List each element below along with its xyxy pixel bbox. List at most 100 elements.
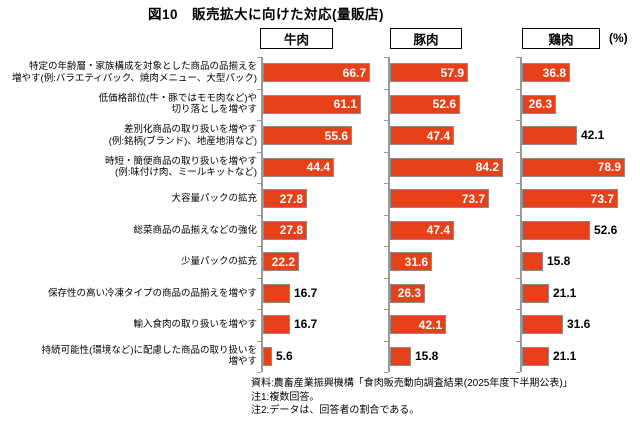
value-pork-row10: 15.8 [415, 348, 439, 363]
axis-tick [384, 309, 388, 310]
axis-tick [384, 152, 388, 153]
axis-tick [516, 57, 520, 58]
value-beef-row2: 61.1 [333, 97, 357, 111]
axis-tick [516, 120, 520, 121]
axis-tick [384, 120, 388, 121]
bar-beef-row6: 27.8 [263, 220, 307, 240]
axis-tick [257, 215, 261, 216]
axis-tick [516, 341, 520, 342]
bar-pork-row10 [390, 346, 411, 366]
value-chicken-row8: 21.1 [553, 285, 577, 300]
category-label-line: 増やす(例:バラエティパック、焼肉メニュー、大型パック) [12, 72, 257, 84]
bar-pork-row1: 57.9 [390, 63, 468, 82]
value-pork-row1: 57.9 [440, 65, 464, 80]
value-chicken-row10: 21.1 [553, 348, 577, 363]
value-chicken-row4: 78.9 [597, 160, 621, 174]
value-beef-row3: 55.6 [324, 128, 348, 143]
category-label-line: 時短・簡便商品の取り扱いを増やす [104, 155, 257, 167]
axis-line-chicken [520, 57, 522, 372]
category-label-line: 低価格部位(牛・豚ではモモ肉など)や [98, 92, 257, 104]
value-chicken-row7: 15.8 [547, 254, 571, 268]
bar-beef-row8 [263, 283, 290, 303]
value-chicken-row1: 36.8 [542, 65, 566, 80]
category-label-1: 特定の年齢層・家族構成を対象とした商品の品揃えを 増やす(例:バラエティパック、焼… [0, 57, 257, 89]
value-beef-row7: 22.2 [271, 254, 295, 269]
value-pork-row3: 47.4 [426, 128, 450, 143]
category-label-line: 大容量パックの拡充 [171, 193, 257, 204]
value-beef-row4: 44.4 [306, 160, 330, 174]
category-label-line: 差別化商品の取り扱いを増やす [123, 124, 257, 136]
bar-pork-row3: 47.4 [390, 126, 454, 145]
category-label-3: 差別化商品の取り扱いを増やす (例:銘柄(ブランド)、地産地消など) [0, 120, 257, 152]
value-pork-row4: 84.2 [475, 160, 499, 174]
bar-pork-row2: 52.6 [390, 94, 460, 114]
value-pork-row2: 52.6 [432, 97, 456, 111]
value-pork-row5: 73.7 [461, 191, 485, 206]
axis-tick [257, 372, 261, 373]
axis-tick [257, 183, 261, 184]
category-label-line: 切り落としを増やす [171, 104, 257, 116]
value-chicken-row6: 52.6 [594, 222, 618, 237]
category-label-7: 少量パックの拡充 [0, 246, 257, 278]
bar-pork-row9: 42.1 [390, 315, 446, 334]
value-pork-row8: 26.3 [397, 286, 421, 300]
bar-chicken-row7 [522, 252, 543, 271]
axis-tick [257, 120, 261, 121]
bar-chicken-row1: 36.8 [522, 63, 570, 82]
category-label-line: (例:銘柄(ブランド)、地産地消など) [108, 135, 257, 147]
axis-tick [384, 372, 388, 373]
value-beef-row10: 5.6 [276, 348, 293, 363]
bar-beef-row7: 22.2 [263, 252, 299, 271]
bar-chicken-row10 [522, 346, 549, 366]
bar-pork-row5: 73.7 [390, 189, 489, 208]
category-label-4: 時短・簡便商品の取り扱いを増やす (例:味付け肉、ミールキットなど) [0, 152, 257, 184]
category-label-8: 保存性の高い冷凍タイプの商品の品揃えを増やす [0, 278, 257, 310]
axis-tick [384, 183, 388, 184]
bar-beef-row2: 61.1 [263, 94, 361, 114]
axis-tick [257, 278, 261, 279]
bar-beef-row9 [263, 315, 290, 334]
axis-line-pork [388, 57, 390, 372]
axis-tick [384, 89, 388, 90]
category-label-line: 少量パックの拡充 [180, 256, 257, 267]
bar-beef-row1: 66.7 [263, 63, 370, 82]
axis-tick [257, 246, 261, 247]
bar-beef-row4: 44.4 [263, 157, 334, 177]
category-label-line: 特定の年齢層・家族構成を対象とした商品の品揃えを [28, 61, 257, 73]
note-1: 注1:複数回答。 [251, 391, 320, 403]
series-header-pork: 豚肉 [390, 28, 462, 49]
bar-chicken-row2: 26.3 [522, 94, 556, 114]
series-header-chicken: 鶏肉 [522, 28, 600, 49]
value-pork-row6: 47.4 [426, 223, 450, 237]
bar-pork-row4: 84.2 [390, 157, 503, 177]
bar-chicken-row5: 73.7 [522, 189, 618, 208]
value-pork-row7: 31.6 [404, 254, 428, 269]
category-label-line: 持続可能性(環境など)に配慮した商品の取り扱いを [41, 344, 257, 356]
bar-chicken-row8 [522, 283, 549, 303]
bar-chicken-row4: 78.9 [522, 157, 625, 177]
bar-beef-row5: 27.8 [263, 189, 307, 208]
axis-tick [384, 57, 388, 58]
axis-tick [384, 246, 388, 247]
category-label-6: 総菜商品の品揃えなどの強化 [0, 215, 257, 247]
axis-tick [516, 309, 520, 310]
bar-chicken-row9 [522, 315, 563, 334]
axis-tick [384, 278, 388, 279]
axis-tick [516, 246, 520, 247]
axis-tick [257, 309, 261, 310]
axis-tick [516, 215, 520, 216]
bar-pork-row7: 31.6 [390, 252, 432, 271]
axis-tick [257, 152, 261, 153]
category-label-line: 保存性の高い冷凍タイプの商品の品揃えを増やす [47, 287, 257, 299]
category-label-9: 輸入食肉の取り扱いを増やす [0, 309, 257, 341]
note-2: 注2:データは、回答者の割合である。 [251, 405, 420, 416]
axis-tick [384, 215, 388, 216]
value-chicken-row9: 31.6 [567, 317, 591, 331]
series-header-beef: 牛肉 [260, 28, 333, 49]
axis-line-beef [261, 57, 263, 372]
value-beef-row6: 27.8 [279, 223, 303, 237]
bar-pork-row8: 26.3 [390, 283, 425, 303]
value-chicken-row5: 73.7 [590, 191, 614, 206]
category-label-10: 持続可能性(環境など)に配慮した商品の取り扱いを 増やす [0, 341, 257, 373]
